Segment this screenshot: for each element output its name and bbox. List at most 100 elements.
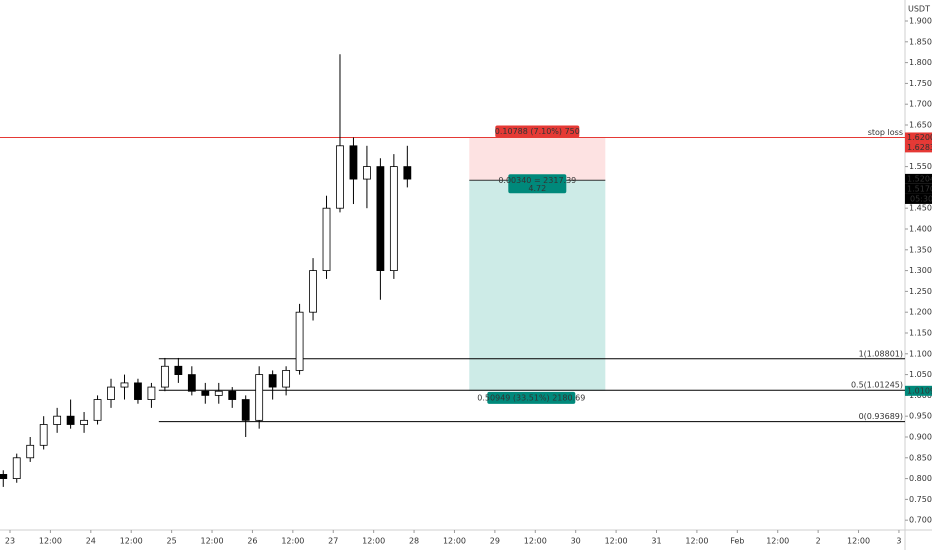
y-tick-label: 0.80000	[909, 474, 932, 483]
candle-body	[66, 415, 75, 425]
candle-body	[214, 390, 223, 396]
candle-body	[174, 365, 183, 375]
candle-body	[80, 419, 88, 425]
x-tick-label: 28	[409, 537, 419, 546]
candle-body	[39, 424, 48, 446]
candle-body	[107, 386, 115, 400]
entry-label-box	[508, 174, 567, 194]
y-tick-label: 1.15000	[909, 328, 932, 337]
y-tick-label: 1.10000	[909, 349, 932, 358]
level-label: 0(0.93689)	[859, 412, 903, 421]
x-tick-label: 12:00	[847, 537, 870, 546]
y-tick-label: 1.05000	[909, 370, 932, 379]
candle-body	[93, 399, 102, 421]
candle-body	[26, 444, 35, 459]
y-tick-label: 0.85000	[909, 453, 932, 462]
y-tick-label: 1.30000	[909, 266, 932, 275]
price-tag-label: 1.51705	[907, 184, 932, 193]
x-tick-label: Feb	[730, 537, 744, 546]
unit-label: USDT	[908, 5, 930, 14]
y-tick-label: 1.45000	[909, 204, 932, 213]
candle-body	[363, 166, 371, 180]
x-tick-label: 12:00	[201, 537, 224, 546]
candle-body	[295, 311, 304, 371]
y-tick-label: 1.20000	[909, 308, 932, 317]
target-label: 0.50949 (33.51%) 2180.69	[477, 393, 585, 402]
x-tick-label: 30	[571, 537, 581, 546]
candle-body	[282, 370, 291, 388]
x-tick-label: 2	[816, 537, 821, 546]
y-tick-label: 1.90000	[909, 17, 932, 26]
price-tag	[905, 132, 932, 143]
x-tick-label: 26	[247, 537, 257, 546]
candle-body	[255, 374, 264, 421]
y-tick-label: 1.35000	[909, 245, 932, 254]
entry-label: 4.72	[528, 184, 546, 193]
x-tick-label: 31	[651, 537, 661, 546]
price-tag	[905, 385, 932, 396]
countdown: 05:30	[910, 194, 932, 203]
candle-body	[336, 145, 344, 209]
candle-body	[53, 415, 62, 425]
stop-label: 0.10788 (7.10%) 750	[495, 127, 580, 136]
x-tick-label: 3	[896, 537, 901, 546]
y-tick-label: 1.75000	[909, 79, 932, 88]
x-tick-label: 12:00	[524, 537, 547, 546]
stop-label-box	[495, 125, 580, 138]
price-tag	[905, 173, 932, 184]
y-tick-label: 1.70000	[909, 100, 932, 109]
x-tick-label: 24	[86, 537, 96, 546]
price-tag	[905, 183, 932, 194]
entry-label: 0.00340 = 2317.39	[498, 176, 576, 185]
level-label: 0.5(1.01245)	[851, 381, 903, 390]
y-tick-label: 1.65000	[909, 121, 932, 130]
price-tag-label: 1.01096	[907, 386, 932, 395]
price-tag-label: 1.62833	[907, 143, 932, 152]
candle-body	[309, 270, 317, 313]
x-tick-label: 12:00	[362, 537, 385, 546]
target-label-box	[487, 391, 576, 404]
level-label: 1(1.08801)	[859, 349, 903, 358]
y-tick-label: 0.90000	[909, 432, 932, 441]
y-tick-label: 0.70000	[909, 516, 932, 525]
x-tick-label: 12:00	[766, 537, 789, 546]
x-tick-label: 27	[328, 537, 338, 546]
x-tick-label: 12:00	[39, 537, 62, 546]
candle-body	[134, 382, 142, 400]
candle-body	[349, 145, 358, 180]
candle-body	[201, 390, 210, 396]
candle-body	[160, 365, 169, 388]
x-tick-label: 23	[5, 537, 15, 546]
candle-body	[187, 374, 196, 392]
x-tick-label: 12:00	[281, 537, 304, 546]
candle-body	[389, 166, 398, 271]
candle-body	[228, 390, 237, 400]
y-tick-label: 1.85000	[909, 37, 932, 46]
x-tick-label: 25	[167, 537, 177, 546]
candle-body	[147, 386, 156, 400]
candle-body	[322, 207, 331, 271]
candle-body	[12, 457, 21, 479]
x-tick-label: 12:00	[443, 537, 466, 546]
x-tick-label: 12:00	[685, 537, 708, 546]
price-tag-label: 1.52045	[907, 174, 932, 183]
target-zone	[469, 180, 606, 391]
candle-body	[241, 399, 250, 421]
stop-zone	[469, 137, 606, 181]
y-tick-label: 1.55000	[909, 162, 932, 171]
candle-body	[120, 382, 129, 388]
x-tick-label: 29	[490, 537, 500, 546]
y-tick-label: 1.40000	[909, 224, 932, 233]
x-tick-label: 12:00	[120, 537, 143, 546]
y-tick-label: 1.25000	[909, 287, 932, 296]
price-tag	[905, 142, 932, 153]
candle-body	[403, 166, 412, 180]
candle-body	[268, 374, 277, 388]
candle-body	[376, 166, 385, 271]
countdown-box	[905, 193, 932, 204]
x-tick-label: 12:00	[605, 537, 628, 546]
price-tag-label: 1.62000	[907, 133, 932, 142]
level-label: stop loss	[868, 128, 903, 137]
